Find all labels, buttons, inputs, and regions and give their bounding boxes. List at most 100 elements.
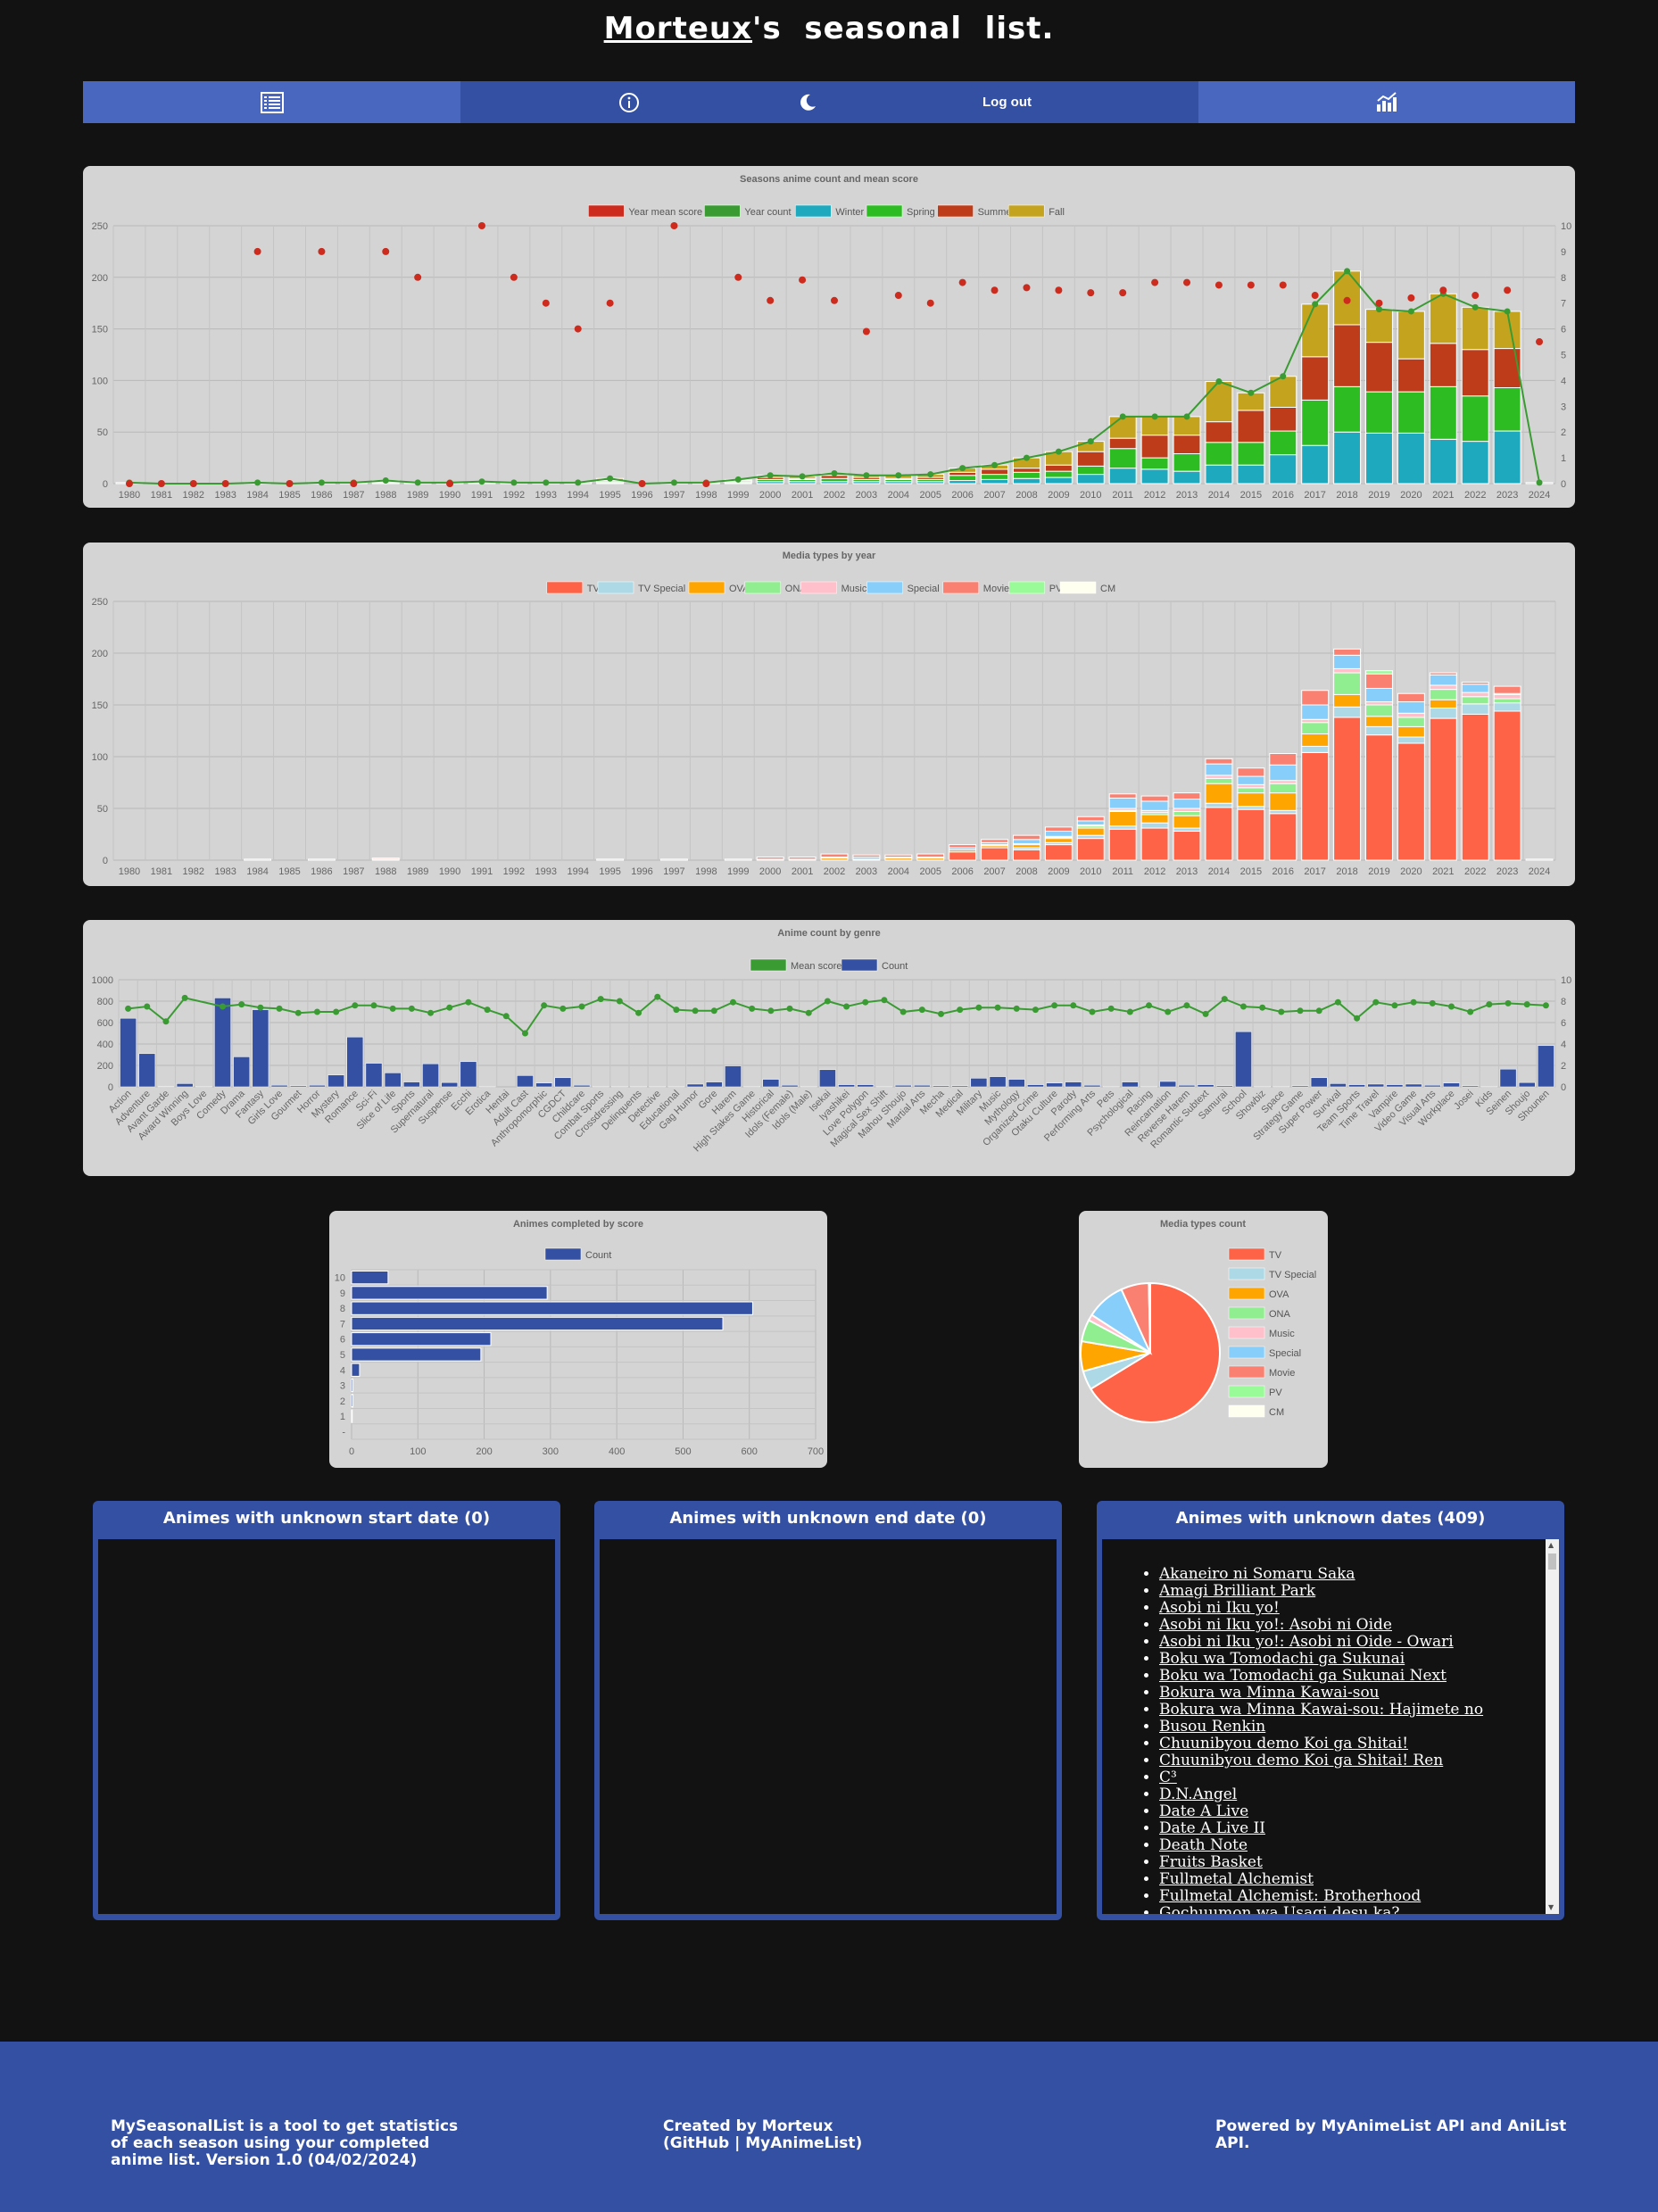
anime-link[interactable]: Bokura wa Minna Kawai-sou: Hajimete no bbox=[1159, 1701, 1484, 1719]
bar-segment bbox=[371, 857, 400, 860]
year-count-point bbox=[607, 475, 614, 482]
footer-powered-line: API. bbox=[1215, 2134, 1250, 2152]
panel-body: Akaneiro ni Somaru SakaAmagi Brilliant P… bbox=[1102, 1539, 1559, 1914]
x-tick-label: 2020 bbox=[1400, 490, 1422, 501]
legend-label: ONA bbox=[1269, 1309, 1291, 1320]
mean-score-point bbox=[1119, 289, 1127, 297]
y-tick-label: 0 bbox=[103, 856, 108, 866]
x-tick-label: 2011 bbox=[1112, 866, 1133, 877]
mean-score-point bbox=[1542, 1002, 1549, 1009]
year-count-point bbox=[734, 476, 742, 483]
y-tick-label: 50 bbox=[97, 427, 108, 438]
scrollbar[interactable]: ▲ ▼ bbox=[1546, 1539, 1559, 1914]
legend-label: TV Special bbox=[1269, 1270, 1316, 1280]
mean-score-point bbox=[824, 998, 831, 1005]
mean-score-point bbox=[313, 1008, 320, 1015]
anime-link[interactable]: Boku wa Tomodachi ga Sukunai bbox=[1159, 1650, 1405, 1668]
x-tick-label: 1998 bbox=[695, 866, 717, 877]
mean-score-point bbox=[1410, 998, 1417, 1006]
y-tick-label: 50 bbox=[97, 804, 108, 815]
anime-link[interactable]: Asobi ni Iku yo!: Asobi ni Oide - Owari bbox=[1159, 1633, 1454, 1651]
bar-segment bbox=[1397, 742, 1425, 861]
mean-score-point bbox=[510, 273, 518, 281]
y-tick-label: 0 bbox=[108, 1082, 113, 1093]
list-item: Fruits Basket bbox=[1159, 1854, 1559, 1871]
anime-link[interactable]: Date A Live II bbox=[1159, 1819, 1265, 1837]
bar-segment bbox=[1140, 800, 1169, 811]
bar-segment bbox=[1333, 648, 1362, 656]
mean-score-point bbox=[1467, 1008, 1474, 1015]
legend-label: Special bbox=[908, 584, 940, 594]
anime-link[interactable]: Asobi ni Iku yo!: Asobi ni Oide bbox=[1159, 1616, 1392, 1634]
mean-score-point bbox=[294, 1009, 302, 1016]
x-tick-label: 2019 bbox=[1368, 866, 1389, 877]
x-tick-label: 2023 bbox=[1496, 490, 1518, 501]
legend-swatch bbox=[800, 581, 837, 594]
media-types-chart-card: Media types by year TV TV Special OVA ONA Mus… bbox=[83, 543, 1575, 886]
bar-segment bbox=[1013, 468, 1040, 473]
x-tick-label: 1994 bbox=[567, 490, 588, 501]
y-tick-label: 7 bbox=[340, 1319, 345, 1330]
anime-link[interactable]: Busou Renkin bbox=[1159, 1718, 1266, 1736]
genre-bar bbox=[1159, 1081, 1177, 1088]
github-link[interactable]: GitHub bbox=[669, 2134, 730, 2152]
mean-score-point bbox=[1523, 1001, 1530, 1008]
anime-link[interactable]: Bokura wa Minna Kawai-sou bbox=[1159, 1684, 1380, 1702]
bar-segment bbox=[1205, 763, 1233, 776]
y2-tick-label: 6 bbox=[1561, 325, 1566, 336]
anime-link[interactable]: Chuunibyou demo Koi ga Shitai! Ren bbox=[1159, 1752, 1444, 1769]
genre-bar bbox=[630, 1086, 647, 1088]
anime-link[interactable]: Death Note bbox=[1159, 1836, 1248, 1854]
anime-link[interactable]: Gochuumon wa Usagi desu ka? bbox=[1159, 1904, 1400, 1915]
stats-view-button[interactable] bbox=[1198, 81, 1575, 123]
legend-label: CM bbox=[1269, 1407, 1284, 1418]
x-tick-label: 2007 bbox=[983, 490, 1005, 501]
bar-segment bbox=[1397, 725, 1425, 738]
bar-segment bbox=[1429, 689, 1457, 700]
anime-link[interactable]: Chuunibyou demo Koi ga Shitai! bbox=[1159, 1735, 1409, 1752]
logout-button[interactable]: Log out bbox=[982, 95, 1032, 110]
anime-link[interactable]: Amagi Brilliant Park bbox=[1159, 1582, 1316, 1600]
x-tick-label: 1997 bbox=[663, 490, 684, 501]
chart-title: Seasons anime count and mean score bbox=[740, 174, 918, 185]
bar-segment bbox=[1269, 809, 1297, 815]
mean-score-point bbox=[670, 222, 678, 229]
genre-bar bbox=[1065, 1081, 1082, 1088]
x-tick-label: 1990 bbox=[439, 490, 460, 501]
legend-label: Count bbox=[585, 1250, 611, 1261]
legend-swatch bbox=[1228, 1365, 1265, 1379]
anime-link[interactable]: C³ bbox=[1159, 1769, 1177, 1786]
scroll-thumb[interactable] bbox=[1548, 1553, 1556, 1570]
info-button[interactable] bbox=[617, 90, 642, 115]
scroll-up-icon[interactable]: ▲ bbox=[1548, 1541, 1554, 1549]
year-count-point bbox=[1151, 413, 1158, 420]
year-count-point bbox=[1407, 308, 1414, 315]
legend-swatch bbox=[1228, 1267, 1265, 1280]
dark-mode-toggle[interactable] bbox=[795, 90, 820, 115]
anime-link[interactable]: Date A Live bbox=[1159, 1802, 1249, 1820]
myanimelist-link[interactable]: MyAnimeList bbox=[745, 2134, 856, 2152]
anime-link[interactable]: Asobi ni Iku yo! bbox=[1159, 1599, 1280, 1617]
genre-bar bbox=[894, 1084, 912, 1088]
mean-score-point bbox=[238, 1001, 245, 1008]
anime-link[interactable]: Fullmetal Alchemist: Brotherhood bbox=[1159, 1887, 1422, 1905]
bar-segment bbox=[1333, 654, 1362, 669]
mean-score-point bbox=[1146, 1002, 1153, 1009]
mean-score-point bbox=[408, 1005, 415, 1012]
mean-score-point bbox=[1439, 286, 1447, 294]
mean-score-point bbox=[1372, 998, 1380, 1006]
anime-link[interactable]: Akaneiro ni Somaru Saka bbox=[1159, 1565, 1355, 1583]
year-count-point bbox=[959, 465, 966, 472]
bar-segment bbox=[1205, 421, 1233, 443]
anime-link[interactable]: D.N.Angel bbox=[1159, 1785, 1238, 1803]
list-item: Boku wa Tomodachi ga Sukunai bbox=[1159, 1651, 1559, 1668]
anime-link[interactable]: Fullmetal Alchemist bbox=[1159, 1870, 1314, 1888]
anime-link[interactable]: Fruits Basket bbox=[1159, 1853, 1263, 1871]
x-tick-label: 2024 bbox=[1529, 866, 1550, 877]
anime-link[interactable]: Boku wa Tomodachi ga Sukunai Next bbox=[1159, 1667, 1447, 1685]
genre-bar bbox=[781, 1084, 799, 1088]
list-view-button[interactable] bbox=[83, 81, 460, 123]
scroll-down-icon[interactable]: ▼ bbox=[1548, 1903, 1554, 1911]
mean-score-point bbox=[1278, 1008, 1285, 1015]
mean-score-point bbox=[1032, 1007, 1039, 1014]
